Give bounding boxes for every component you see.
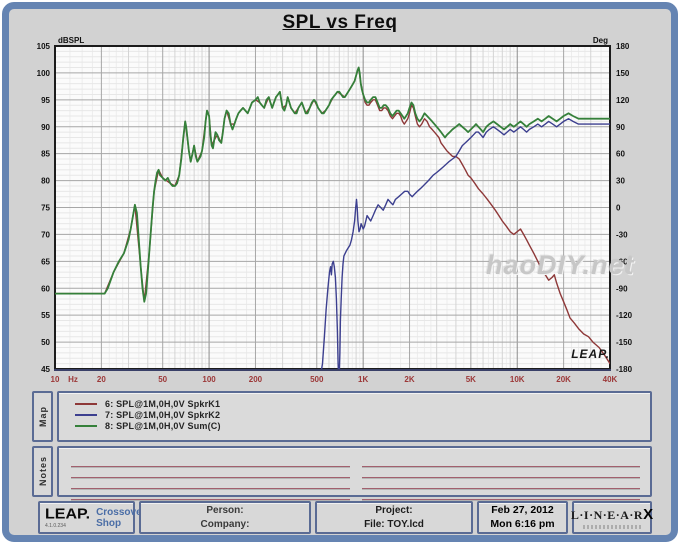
notes-panel (57, 446, 652, 500)
svg-text:Hz: Hz (68, 375, 78, 384)
svg-text:75: 75 (41, 204, 50, 213)
person-label: Person: (206, 505, 244, 516)
svg-text:90: 90 (616, 123, 625, 132)
svg-text:70: 70 (41, 230, 50, 239)
legend-swatch (75, 402, 97, 405)
svg-text:150: 150 (616, 69, 630, 78)
svg-text:120: 120 (616, 96, 630, 105)
note-line (361, 489, 640, 500)
svg-text:-150: -150 (616, 338, 633, 347)
note-line (361, 478, 640, 489)
svg-text:180: 180 (616, 42, 630, 51)
note-line (361, 456, 640, 467)
notes-label: Notes (37, 456, 48, 487)
svg-text:-30: -30 (616, 230, 628, 239)
note-line (71, 478, 350, 489)
note-line (361, 467, 640, 478)
notes-column (361, 456, 640, 500)
legend: 6: SPL@1M,0H,0V SpkrK1 7: SPL@1M,0H,0V Sp… (59, 393, 650, 431)
svg-text:105: 105 (37, 42, 51, 51)
linearx-tagline-bar (583, 524, 641, 529)
person-company-box: Person: Company: (139, 501, 311, 534)
svg-text:10: 10 (51, 375, 60, 384)
svg-text:100: 100 (37, 69, 51, 78)
svg-text:50: 50 (158, 375, 167, 384)
svg-text:-60: -60 (616, 257, 628, 266)
leap-version-text: 4.1.0.234 (45, 522, 66, 529)
date-time-box: Feb 27, 2012 Mon 6:16 pm (477, 501, 568, 534)
svg-text:1K: 1K (358, 375, 368, 384)
notes-column (71, 456, 350, 500)
legend-label: 6: SPL@1M,0H,0V SpkrK1 (105, 398, 221, 409)
svg-text:45: 45 (41, 365, 50, 374)
crossover-line1: Crossover (96, 506, 146, 518)
svg-text:85: 85 (41, 150, 50, 159)
notes-panel-label-box: Notes (32, 446, 53, 497)
company-label: Company: (200, 518, 250, 530)
notes-lines (59, 448, 650, 500)
svg-text:10K: 10K (510, 375, 525, 384)
linearx-wordmark: L·I·N·E·A·RX (571, 507, 653, 523)
legend-swatch (75, 413, 97, 416)
crossover-line2: Shop (96, 517, 122, 529)
svg-text:2K: 2K (404, 375, 414, 384)
leap-wordmark: LEAP. (45, 506, 91, 522)
legend-label: 7: SPL@1M,0H,0V SpkrK2 (105, 409, 221, 420)
project-file-box: Project: File: TOY.lcd (315, 501, 473, 534)
svg-text:60: 60 (616, 150, 625, 159)
svg-text:-90: -90 (616, 284, 628, 293)
leap-logo: LEAP. 4.1.0.234 (45, 507, 90, 529)
time-label: Mon 6:16 pm (490, 517, 555, 530)
legend-swatch (75, 424, 97, 427)
svg-text:100: 100 (202, 375, 216, 384)
legend-row: 8: SPL@1M,0H,0V Sum(C) (75, 420, 650, 431)
map-panel-label-box: Map (32, 391, 53, 442)
svg-text:55: 55 (41, 311, 50, 320)
note-line (71, 467, 350, 478)
svg-text:5K: 5K (466, 375, 476, 384)
svg-text:40K: 40K (603, 375, 618, 384)
svg-text:20K: 20K (556, 375, 571, 384)
svg-text:30: 30 (616, 177, 625, 186)
linearx-logo-box: L·I·N·E·A·RX (571, 501, 653, 534)
legend-label: 8: SPL@1M,0H,0V Sum(C) (105, 420, 221, 431)
leap-logo-box: LEAP. 4.1.0.234 Crossover Shop (38, 501, 146, 534)
svg-text:-180: -180 (616, 365, 633, 374)
svg-text:200: 200 (249, 375, 263, 384)
svg-text:Deg: Deg (593, 36, 608, 45)
chart-brand-leap: LEAP. (571, 347, 610, 361)
file-label: File: TOY.lcd (364, 518, 424, 530)
crossover-shop-label: Crossover Shop (96, 507, 145, 529)
svg-text:65: 65 (41, 257, 50, 266)
svg-text:0: 0 (616, 204, 621, 213)
linearx-x: X (643, 505, 654, 523)
svg-text:20: 20 (97, 375, 106, 384)
date-label: Feb 27, 2012 (491, 503, 554, 516)
note-line (71, 489, 350, 500)
svg-text:95: 95 (41, 96, 50, 105)
map-panel: 6: SPL@1M,0H,0V SpkrK1 7: SPL@1M,0H,0V Sp… (57, 391, 652, 442)
map-label: Map (37, 406, 48, 427)
svg-text:500: 500 (310, 375, 324, 384)
linearx-letters: L·I·N·E·A·R (570, 507, 644, 522)
svg-text:90: 90 (41, 123, 50, 132)
svg-text:dBSPL: dBSPL (58, 36, 84, 45)
spl-vs-freq-chart: dBSPL Deg10510095908580757065605550451801… (37, 36, 633, 384)
legend-row: 7: SPL@1M,0H,0V SpkrK2 (75, 409, 650, 420)
note-line (71, 456, 350, 467)
legend-row: 6: SPL@1M,0H,0V SpkrK1 (75, 398, 650, 409)
svg-text:80: 80 (41, 177, 50, 186)
project-label: Project: (375, 505, 413, 516)
svg-text:-120: -120 (616, 311, 633, 320)
svg-text:50: 50 (41, 338, 50, 347)
svg-text:60: 60 (41, 284, 50, 293)
chart-title: SPL vs Freq (282, 12, 398, 33)
